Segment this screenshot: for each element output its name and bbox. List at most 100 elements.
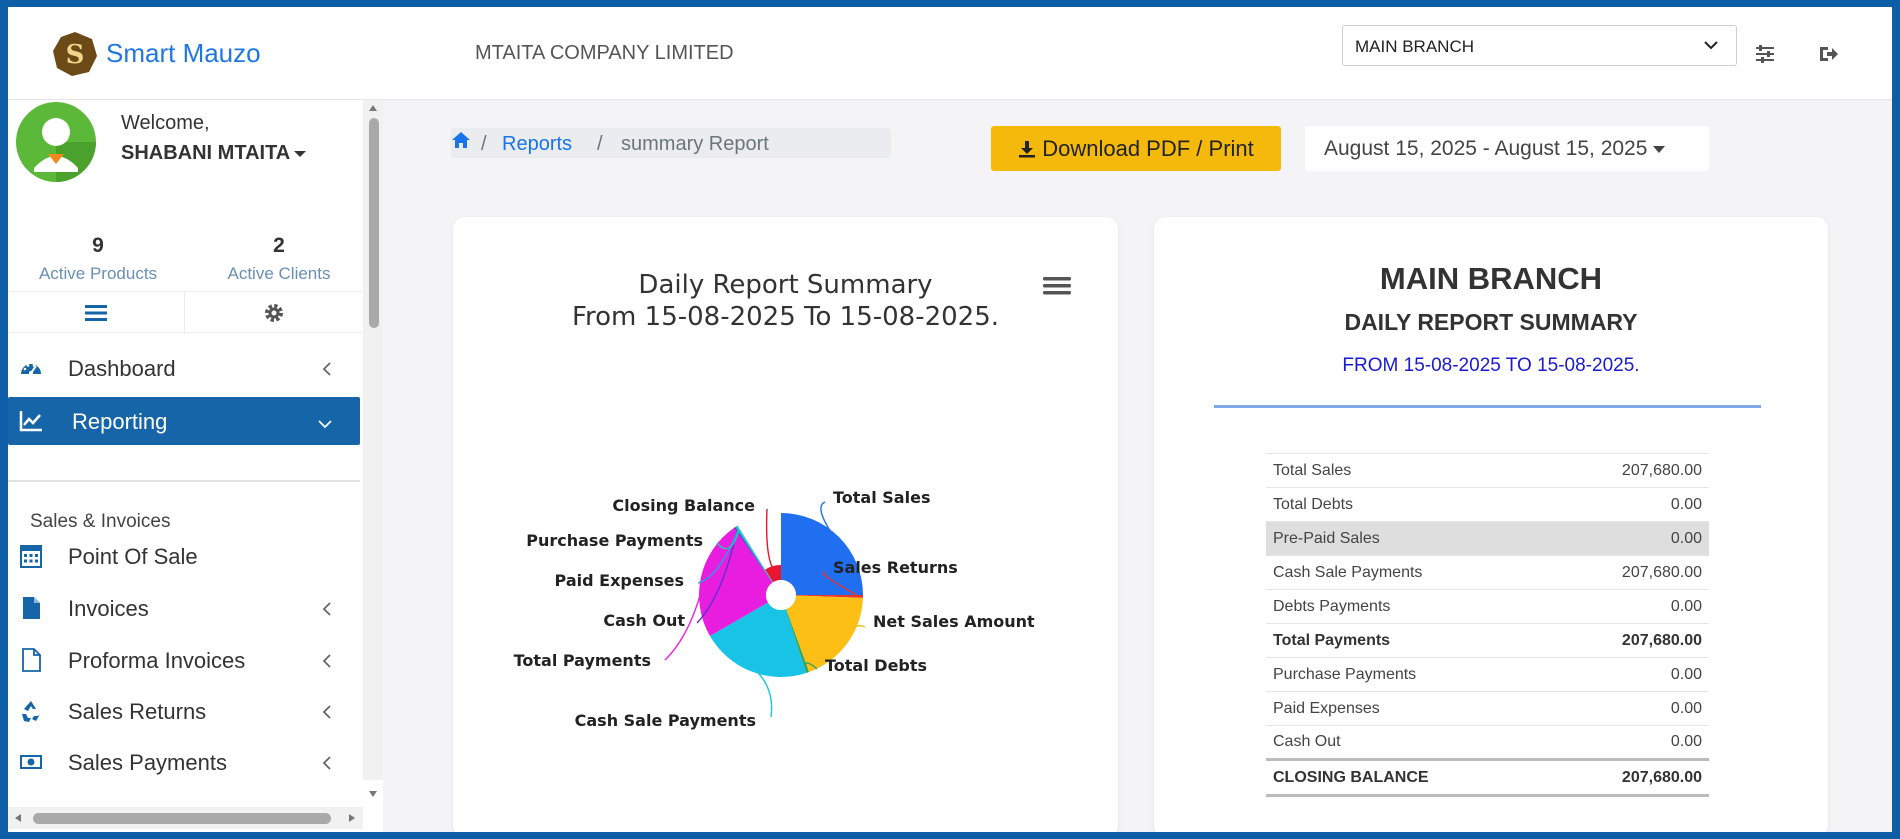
chart-card: Daily Report Summary From 15-08-2025 To … [453,217,1118,832]
pie-connector [822,571,860,597]
sidebar-tabs [8,291,363,334]
file-outline-icon [22,648,41,672]
sidebar-item-sales-payments[interactable]: Sales Payments [8,738,360,786]
app-window: S Smart Mauzo MTAITA COMPANY LIMITED MAI… [8,7,1892,832]
date-range-picker[interactable]: August 15, 2025 - August 15, 2025 [1305,126,1709,171]
logout-icon[interactable] [1817,43,1839,65]
sidebar-item-label: Dashboard [68,356,176,381]
sidebar-divider [8,480,360,482]
row-value: 207,680.00 [1550,453,1709,488]
active-clients-label: Active Clients [227,264,331,283]
sidebar-item-point-of-sale[interactable]: Point Of Sale [8,532,360,580]
breadcrumb-current: summary Report [621,133,769,155]
sliders-icon[interactable] [1754,43,1776,65]
logo-icon: S [53,32,97,76]
row-label: Total Debts [1266,487,1551,522]
pie-slice-net-sales-amount[interactable] [786,595,863,673]
pie-slice-sales-returns[interactable] [795,595,863,598]
chart-title-line1: Daily Report Summary [638,270,933,300]
tab-settings[interactable] [185,292,362,334]
tab-menu[interactable] [8,292,185,334]
pie-connector [805,662,818,670]
brand-name[interactable]: Smart Mauzo [106,38,261,68]
date-range-value: August 15, 2025 - August 15, 2025 [1324,137,1648,160]
row-value: 207,680.00 [1550,758,1709,797]
recycle-icon [22,701,40,722]
sidebar-item-dashboard[interactable]: Dashboard [8,344,360,392]
row-value: 0.00 [1550,691,1709,726]
username: SHABANI MTAITA [121,142,291,164]
table-row: Cash Out 0.00 [1266,725,1709,760]
top-bar: S Smart Mauzo MTAITA COMPANY LIMITED MAI… [8,7,1892,100]
chart-title: Daily Report Summary From 15-08-2025 To … [453,269,1118,333]
pie-label: Cash Sale Payments [575,711,756,730]
money-icon [20,755,42,769]
pie-slice-cash-sale-payments[interactable] [709,602,807,678]
summary-card: MAIN BRANCH DAILY REPORT SUMMARY FROM 15… [1154,217,1828,832]
svg-text:S: S [66,40,85,70]
pie-connector [765,508,775,571]
sidebar-vertical-scroll-thumb[interactable] [369,118,379,328]
company-name: MTAITA COMPANY LIMITED [475,42,734,64]
sidebar-horizontal-scroll-thumb[interactable] [33,813,331,824]
row-label: Total Payments [1266,623,1551,658]
sidebar-horizontal-scrollbar[interactable] [8,807,363,829]
pie-connector [664,577,706,661]
pie-label: Closing Balance [612,496,755,515]
scroll-left-icon[interactable] [14,813,22,823]
chevron-left-icon [322,362,331,376]
pie-slice-purchase-payments[interactable] [736,525,774,583]
active-products-stat: 9 Active Products [8,234,188,284]
breadcrumb-reports-link[interactable]: Reports [502,133,573,155]
home-icon[interactable] [451,131,471,149]
branch-select-value: MAIN BRANCH [1355,37,1475,56]
caret-down-icon [1653,145,1666,153]
sidebar-item-sales-returns[interactable]: Sales Returns [8,687,360,735]
sidebar-item-label: Proforma Invoices [68,648,246,673]
branch-select[interactable]: MAIN BRANCH [1342,25,1737,66]
pie-label: Total Sales [833,488,930,507]
pie-slice-total-debts[interactable] [785,609,810,673]
sidebar-item-proforma-invoices[interactable]: Proforma Invoices [8,636,360,684]
pie-chart: Total Sales Sales Returns Net Sales Amount… [514,488,1035,730]
chart-menu-icon[interactable] [1043,274,1071,298]
chevron-left-icon [322,705,331,719]
active-clients-count: 2 [273,234,285,257]
summary-divider [1214,405,1761,408]
row-label: CLOSING BALANCE [1266,758,1551,797]
row-label: Debts Payments [1266,589,1551,624]
section-title-sales: Sales & Invoices [30,511,171,532]
sidebar-item-invoices[interactable]: Invoices [8,584,360,632]
row-label: Cash Sale Payments [1266,555,1551,590]
table-row: Cash Sale Payments 207,680.00 [1266,555,1709,590]
summary-branch: MAIN BRANCH [1379,261,1603,296]
pie-slice-paid-expenses[interactable] [735,526,773,583]
file-icon [23,597,40,619]
pie-slice-closing-balance[interactable] [765,565,781,583]
download-icon [1019,140,1036,157]
chevron-down-icon [1704,41,1718,50]
pie-slice-total-payments[interactable] [699,527,773,636]
bars-icon [85,305,107,321]
pie-center-hole [766,580,796,610]
sidebar-item-label: Sales Returns [68,699,207,724]
breadcrumb: / Reports / summary Report [451,128,891,158]
sidebar-item-label: Sales Payments [68,750,227,775]
table-row: Debts Payments 0.00 [1266,589,1709,624]
row-value: 0.00 [1550,657,1709,692]
pie-connector [843,624,866,642]
pie-connector [752,667,773,718]
sidebar-item-reporting[interactable]: Reporting [8,397,360,445]
user-menu[interactable]: SHABANI MTAITA [121,142,307,165]
row-label: Paid Expenses [1266,691,1551,726]
download-pdf-button[interactable]: Download PDF / Print [991,126,1281,171]
row-value: 0.00 [1550,521,1709,556]
pie-slice-cash-out[interactable] [733,527,773,583]
pie-slice-total-sales[interactable] [781,513,863,595]
pie-label: Total Payments [514,651,651,670]
scroll-up-icon[interactable] [368,104,378,112]
chevron-left-icon [322,756,331,770]
scroll-right-icon[interactable] [348,813,356,823]
scroll-down-icon[interactable] [368,790,378,798]
table-row: Pre-Paid Sales 0.00 [1266,521,1709,556]
